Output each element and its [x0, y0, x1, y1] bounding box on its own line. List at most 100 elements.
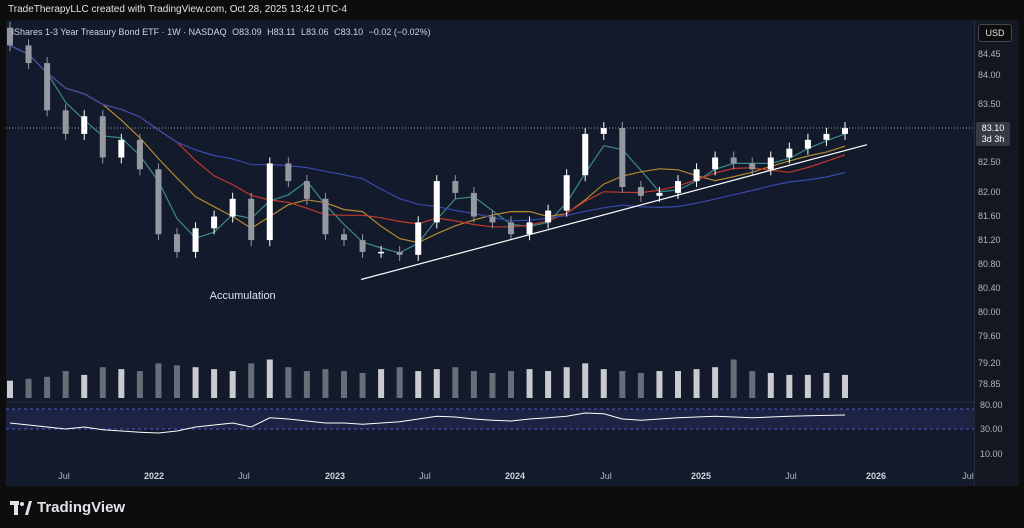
candle-body [600, 128, 607, 134]
ma-slow-line [9, 44, 846, 228]
volume-bar [656, 371, 663, 398]
volume-bar [508, 371, 514, 398]
candle-body [545, 210, 552, 223]
candle-body [786, 148, 793, 158]
volume-bar [415, 371, 422, 398]
candle-body [174, 234, 180, 252]
price-tick-label: 80.40 [978, 283, 1001, 293]
volume-bar [174, 365, 180, 398]
chart-pane[interactable] [6, 20, 974, 486]
candle-body [767, 157, 774, 170]
volume-bar [266, 359, 273, 398]
candle-body [452, 181, 459, 193]
time-tick-label: 2024 [504, 471, 526, 481]
volume-bar [62, 371, 69, 398]
volume-bar [44, 376, 51, 398]
chart-credit: TradeTherapyLLC created with TradingView… [8, 4, 348, 15]
rsi-line [9, 412, 846, 434]
candle-body [359, 240, 366, 252]
candle-body [341, 234, 347, 241]
currency-button[interactable]: USD [978, 24, 1012, 42]
support-trendline [360, 144, 868, 281]
candle-body [229, 198, 236, 217]
price-tick-label: 84.45 [978, 49, 1001, 59]
candle-body [508, 222, 514, 235]
candle-body [637, 187, 644, 196]
rsi-band [6, 409, 974, 429]
last-price-value: 83.10 [981, 123, 1005, 133]
price-tick-label: 81.20 [978, 235, 1001, 245]
price-tick-label: 81.60 [978, 211, 1001, 221]
volume-bar [322, 369, 329, 398]
volume-bar [396, 367, 403, 398]
symbol-name: iShares 1-3 Year Treasury Bond ETF · 1W … [12, 27, 227, 37]
ohlc-close: C83.10 [334, 27, 364, 37]
volume-bar [786, 374, 793, 398]
brand-name: TradingView [37, 499, 126, 516]
candle-body [804, 139, 811, 149]
ohlc-change: −0.02 (−0.02%) [368, 27, 431, 37]
volume-bar [248, 363, 255, 398]
volume-bar [7, 380, 13, 398]
candle-body [675, 181, 681, 193]
time-tick-label: 2025 [690, 471, 712, 481]
price-tick-label: 79.20 [978, 358, 1001, 368]
volume-bar [341, 371, 347, 398]
accumulation-label: Accumulation [210, 290, 276, 302]
price-tick-label: 83.50 [978, 99, 1001, 109]
volume-bar [619, 371, 626, 398]
price-tick-label: 80.80 [978, 259, 1001, 269]
price-tick-label: 79.60 [978, 331, 1001, 341]
candle-body [656, 192, 663, 196]
time-tick-label: 2023 [324, 471, 346, 481]
ohlc-low: L83.06 [301, 27, 329, 37]
time-tick-label: Jul [58, 471, 70, 481]
candle-body [211, 216, 218, 229]
volume-bar [842, 374, 848, 398]
candle-body [118, 139, 125, 158]
ma-mid-line [9, 44, 846, 244]
last-price-tag: 83.10 3d 3h [976, 122, 1010, 146]
price-tick-label: 82.50 [978, 157, 1001, 167]
ohlc-high: H83.11 [267, 27, 296, 37]
candle-body [378, 251, 385, 254]
volume-bar [303, 371, 310, 398]
volume-bar [489, 372, 496, 398]
time-tick-label: Jul [238, 471, 250, 481]
candle-body [582, 133, 589, 176]
time-axis[interactable]: Jul 2022 Jul 2023 Jul 2024 Jul 2025 Jul 2026 Jul [6, 466, 974, 486]
symbol-legend: iShares 1-3 Year Treasury Bond ETF · 1W … [12, 27, 434, 37]
candle-body [192, 228, 199, 252]
volume-bar [804, 374, 811, 398]
candle-body [842, 128, 848, 134]
candle-body [155, 169, 162, 235]
candle-body [693, 169, 700, 182]
volume-bar [25, 378, 32, 398]
time-tick-label: Jul [962, 471, 974, 481]
candle-body [619, 128, 626, 187]
candle-body [99, 116, 106, 158]
price-axis[interactable] [974, 20, 1019, 486]
bar-countdown: 3d 3h [981, 134, 1005, 144]
candle-body [25, 45, 32, 64]
tradingview-logo[interactable]: TradingView [10, 499, 125, 516]
time-tick-label: 2026 [865, 471, 887, 481]
candle-body [396, 251, 403, 255]
volume-bar [433, 369, 440, 398]
rsi-tick-label: 80.00 [980, 400, 1003, 410]
tradingview-icon [10, 500, 32, 515]
candle-body [415, 222, 422, 255]
price-tick-label: 82.00 [978, 187, 1001, 197]
time-tick-label: 2022 [143, 471, 165, 481]
time-tick-label: Jul [600, 471, 612, 481]
volume-bar [470, 371, 477, 398]
volume-bar [823, 372, 830, 398]
candle-body [44, 63, 51, 111]
price-tick-label: 78.85 [978, 379, 1001, 389]
ma-long-line [9, 44, 846, 222]
volume-bar [155, 363, 162, 398]
footer: TradingView [0, 486, 1024, 528]
candle-body [730, 157, 737, 164]
volume-bar [526, 369, 533, 398]
volume-bar [81, 374, 88, 398]
